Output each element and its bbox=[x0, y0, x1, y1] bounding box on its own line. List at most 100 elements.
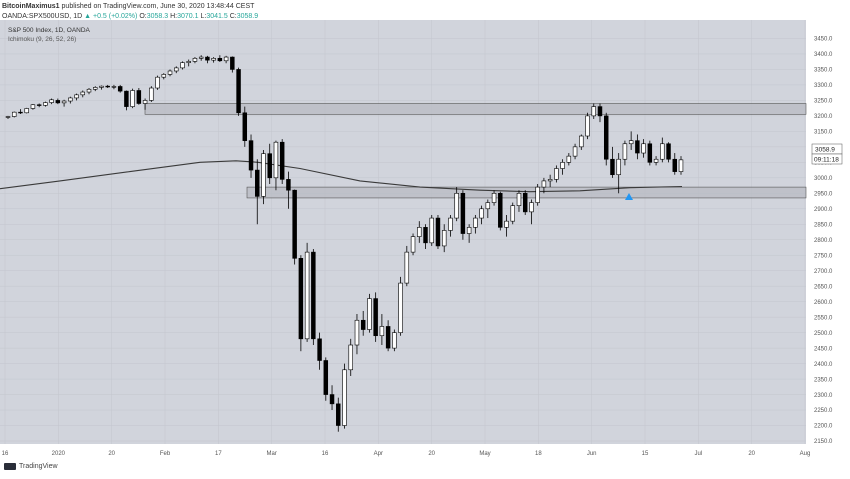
candle-up bbox=[398, 276, 403, 336]
time-tick-label: 17 bbox=[215, 451, 222, 457]
candle-body bbox=[36, 104, 42, 106]
candle-body bbox=[68, 97, 73, 102]
time-axis[interactable]: 16 2020 20 Feb 17 Mar 16 Apr 20 May 18 Jun 15 Jul 20 Au… bbox=[2, 451, 811, 457]
candle-up bbox=[80, 90, 86, 98]
candle-body bbox=[504, 220, 509, 228]
candle-up bbox=[404, 245, 410, 287]
time-tick-label: 2020 bbox=[52, 451, 66, 457]
price-tick-label: 2950.0 bbox=[814, 191, 833, 197]
candle-up bbox=[211, 57, 216, 63]
candle-body bbox=[342, 369, 347, 426]
candle-body bbox=[329, 394, 335, 405]
candle-body bbox=[603, 115, 609, 160]
price-tick-label: 3400.0 bbox=[814, 52, 833, 58]
price-tick-label: 3350.0 bbox=[814, 68, 833, 74]
candle-down bbox=[597, 103, 603, 123]
candle-body bbox=[560, 162, 565, 169]
candle-body bbox=[80, 91, 86, 96]
candle-body bbox=[18, 111, 23, 114]
candle-body bbox=[11, 111, 17, 117]
candle-body bbox=[5, 116, 11, 118]
time-tick-label: Apr bbox=[374, 451, 383, 457]
candle-down bbox=[292, 189, 297, 265]
candle-down bbox=[435, 214, 441, 250]
candle-body bbox=[510, 205, 515, 222]
candle-body bbox=[354, 319, 360, 346]
candle-body bbox=[167, 70, 173, 75]
candle-up bbox=[560, 159, 565, 175]
time-tick-label: 16 bbox=[322, 451, 329, 457]
candle-body bbox=[635, 140, 640, 154]
price-tick-label: 2550.0 bbox=[814, 315, 833, 321]
price-tick-label: 3450.0 bbox=[814, 37, 833, 43]
candle-up bbox=[585, 112, 590, 140]
candle-up bbox=[304, 242, 310, 342]
candle-body bbox=[117, 86, 123, 92]
candle-up bbox=[628, 131, 634, 150]
candle-body bbox=[317, 338, 322, 361]
candle-down bbox=[672, 153, 678, 175]
time-tick-label: Jun bbox=[587, 451, 597, 457]
author-name: BitcoinMaximus1 bbox=[2, 3, 60, 10]
candle-body bbox=[479, 208, 484, 219]
candle-up bbox=[198, 55, 204, 61]
candle-down bbox=[373, 292, 378, 342]
candle-body bbox=[348, 344, 353, 371]
price-axis[interactable]: 3450.0 3400.0 3350.0 3300.0 3250.0 3200.0 3150… bbox=[814, 37, 833, 446]
time-tick-label: 20 bbox=[748, 451, 755, 457]
high-label: H: bbox=[170, 13, 178, 20]
candle-up bbox=[192, 57, 198, 64]
candle-up bbox=[554, 165, 559, 183]
candle-body bbox=[30, 104, 36, 109]
low-label: L: bbox=[200, 13, 207, 20]
candle-body bbox=[404, 251, 410, 284]
price-tick-label: 2500.0 bbox=[814, 331, 833, 337]
candle-body bbox=[473, 217, 478, 228]
candle-up bbox=[24, 107, 29, 114]
candles bbox=[5, 55, 684, 432]
candle-body bbox=[591, 106, 596, 117]
price-tick-label: 2400.0 bbox=[814, 362, 833, 368]
candle-up bbox=[441, 224, 447, 253]
candle-body bbox=[535, 186, 540, 203]
price-tick-label: 2850.0 bbox=[814, 222, 833, 228]
time-tick-label: 15 bbox=[642, 451, 649, 457]
time-tick-label: Mar bbox=[266, 451, 276, 457]
candle-down bbox=[498, 191, 503, 231]
candle-up bbox=[348, 338, 353, 376]
price-chart[interactable]: S&P 500 Index, 1D, OANDA Ichimoku (9, 26… bbox=[0, 20, 850, 462]
change-value: +0.5 (+0.02%) bbox=[93, 13, 138, 20]
candle-body bbox=[192, 57, 198, 62]
price-tick-label: 2350.0 bbox=[814, 377, 833, 383]
candle-body bbox=[498, 192, 503, 228]
candle-body bbox=[61, 100, 67, 104]
candle-up bbox=[155, 75, 160, 90]
plot-background bbox=[0, 20, 806, 444]
last-price-value: 3058.9 bbox=[815, 147, 835, 154]
candle-body bbox=[672, 158, 678, 172]
candle-up bbox=[49, 98, 54, 105]
candle-down bbox=[136, 88, 142, 105]
candle-body bbox=[336, 403, 341, 426]
candle-body bbox=[242, 112, 248, 141]
candle-up bbox=[74, 93, 79, 101]
price-tick-label: 2150.0 bbox=[814, 439, 833, 445]
candle-body bbox=[93, 87, 98, 90]
time-tick-label: 20 bbox=[108, 451, 115, 457]
candle-up bbox=[111, 84, 117, 90]
price-tick-label: 2900.0 bbox=[814, 207, 833, 213]
candle-up bbox=[367, 293, 372, 333]
candle-up bbox=[354, 314, 360, 355]
candle-down bbox=[635, 134, 640, 160]
candle-up bbox=[510, 202, 515, 225]
candle-down bbox=[236, 67, 241, 116]
candle-body bbox=[466, 227, 472, 234]
candle-body bbox=[279, 141, 285, 180]
candle-up bbox=[641, 139, 646, 158]
candle-down bbox=[279, 139, 285, 185]
candle-down bbox=[610, 146, 615, 178]
candle-down bbox=[647, 140, 653, 166]
candle-body bbox=[541, 180, 547, 188]
change-up-icon: ▲ bbox=[84, 13, 92, 20]
candle-body bbox=[398, 282, 403, 333]
